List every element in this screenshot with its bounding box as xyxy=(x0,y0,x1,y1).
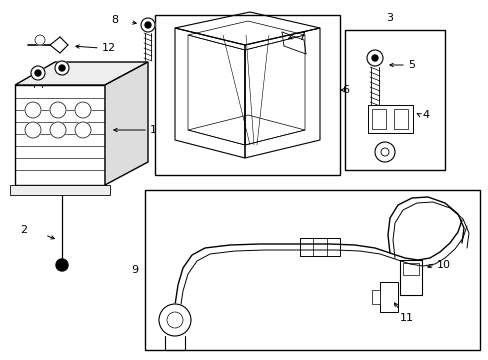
Circle shape xyxy=(59,65,65,71)
Circle shape xyxy=(25,102,41,118)
Circle shape xyxy=(25,122,41,138)
Circle shape xyxy=(371,55,377,61)
Polygon shape xyxy=(15,85,105,185)
Text: 9: 9 xyxy=(131,265,138,275)
Bar xyxy=(10,185,110,195)
Text: 1: 1 xyxy=(150,125,157,135)
Circle shape xyxy=(35,35,45,45)
Text: 8: 8 xyxy=(111,15,118,25)
Text: 5: 5 xyxy=(407,60,414,70)
Bar xyxy=(145,190,479,350)
Polygon shape xyxy=(105,62,148,185)
Bar xyxy=(371,109,385,129)
Circle shape xyxy=(167,312,183,328)
Text: 6: 6 xyxy=(341,85,348,95)
Circle shape xyxy=(366,50,382,66)
Text: 10: 10 xyxy=(436,260,450,270)
Circle shape xyxy=(374,142,394,162)
Text: 7: 7 xyxy=(297,32,305,42)
Text: 2: 2 xyxy=(20,225,27,235)
Circle shape xyxy=(159,304,191,336)
Bar xyxy=(393,109,407,129)
Circle shape xyxy=(145,22,151,28)
Bar xyxy=(367,105,412,133)
Text: 4: 4 xyxy=(421,110,428,120)
Circle shape xyxy=(50,122,66,138)
Circle shape xyxy=(31,66,45,80)
Text: 11: 11 xyxy=(399,313,413,323)
Circle shape xyxy=(75,102,91,118)
Circle shape xyxy=(35,70,41,76)
Circle shape xyxy=(55,61,69,75)
Bar xyxy=(402,263,418,275)
Bar xyxy=(371,290,379,304)
Circle shape xyxy=(50,102,66,118)
Bar xyxy=(379,282,397,312)
Bar xyxy=(299,238,339,256)
Circle shape xyxy=(56,259,68,271)
Circle shape xyxy=(141,18,155,32)
Bar xyxy=(399,260,421,295)
Bar xyxy=(345,30,444,170)
Text: 3: 3 xyxy=(386,13,393,23)
Bar xyxy=(155,15,339,175)
Circle shape xyxy=(75,122,91,138)
Polygon shape xyxy=(15,62,148,85)
Text: 12: 12 xyxy=(102,43,116,53)
